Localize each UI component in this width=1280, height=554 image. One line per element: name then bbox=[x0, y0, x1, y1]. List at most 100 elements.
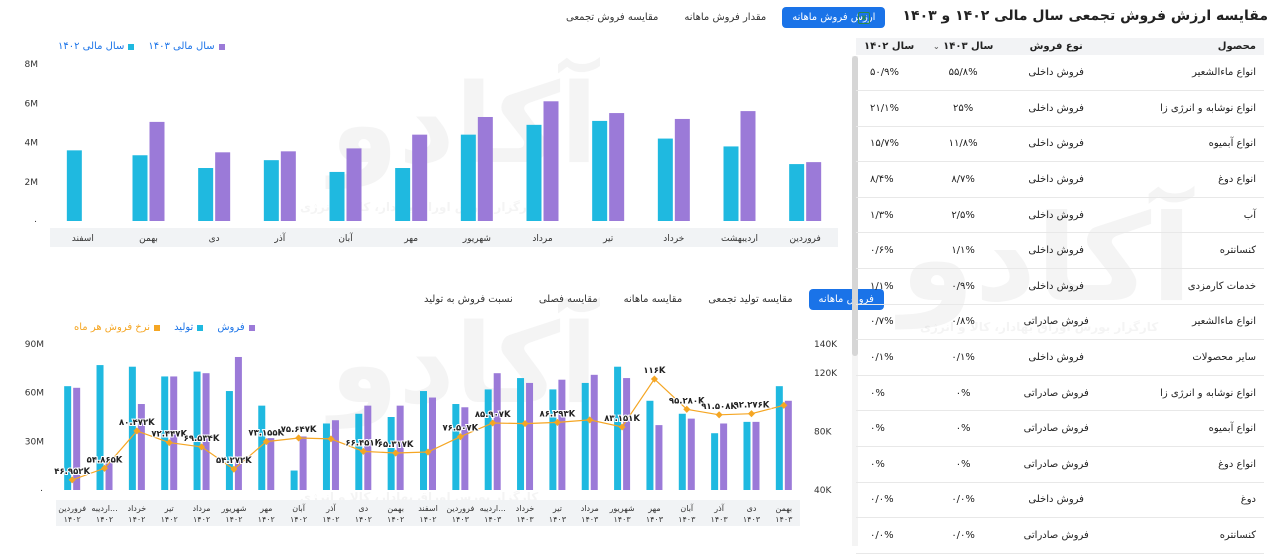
bar-1402 bbox=[526, 124, 542, 221]
legend-item[interactable]: نرخ فروش هر ماه bbox=[74, 322, 161, 333]
tab-monthly-compare[interactable]: مقایسه ماهانه bbox=[623, 294, 683, 305]
cell-product: انواع ماءالشعیر bbox=[1110, 55, 1264, 92]
table-row[interactable]: آب فروش داخلی ۲/۵% ۱/۳% bbox=[856, 197, 1264, 234]
table-row[interactable]: دوغ فروش داخلی ۰/۰% ۰/۰% bbox=[856, 482, 1264, 519]
bar-production bbox=[420, 391, 427, 490]
cell-year-1403: ۲۵% bbox=[923, 90, 1003, 127]
cell-year-1403: ۰/۰% bbox=[923, 482, 1003, 519]
bar-1403 bbox=[674, 118, 690, 221]
cell-product: آب bbox=[1110, 197, 1264, 234]
tab-cumulative-production-compare[interactable]: مقایسه تولید تجمعی bbox=[708, 294, 793, 305]
table-row[interactable]: انواع نوشابه و انرژی زا فروش داخلی ۲۵% ۲۱/۱… bbox=[856, 90, 1264, 127]
cell-year-1403: ۰% bbox=[923, 375, 1003, 412]
legend-item[interactable]: تولید bbox=[174, 322, 204, 333]
table-header-row: محصول نوع فروش سال ۱۴۰۳ ⌄ سال ۱۴۰۲ bbox=[856, 38, 1264, 55]
tab-seasonal-compare[interactable]: مقایسه فصلی bbox=[538, 294, 598, 305]
cell-product: خدمات کارمزدی bbox=[1110, 268, 1264, 305]
sales-rate-point bbox=[618, 423, 626, 431]
bar-sales bbox=[558, 379, 566, 490]
cell-year-1402: ۰% bbox=[856, 375, 924, 412]
x-tick-label-year: ۱۴۰۳ bbox=[711, 515, 729, 524]
x-tick-label: تیر bbox=[602, 234, 614, 244]
bar-1402 bbox=[198, 168, 214, 221]
x-tick-label-year: ۱۴۰۲ bbox=[225, 515, 242, 524]
x-tick-label-year: ۱۴۰۲ bbox=[258, 515, 275, 524]
x-tick-label-year: ۱۴۰۳ bbox=[678, 515, 696, 524]
table-row[interactable]: سایر محصولات فروش داخلی ۰/۱% ۰/۱% bbox=[856, 339, 1264, 376]
bar-production bbox=[646, 400, 654, 490]
table-row[interactable]: انواع آبمیوه فروش داخلی ۱۱/۸% ۱۵/۷% bbox=[856, 126, 1264, 163]
x-tick-label-month: شهریور bbox=[220, 504, 246, 513]
cell-sale-type: فروش صادراتی bbox=[1002, 304, 1111, 341]
excel-icon[interactable]: x bbox=[858, 12, 870, 24]
table-row[interactable]: خدمات کارمزدی فروش داخلی ۰/۹% ۱/۱% bbox=[856, 268, 1264, 305]
x-tick-label-month: مرداد bbox=[193, 504, 211, 513]
bar-production bbox=[614, 366, 622, 490]
legend-label: تولید bbox=[174, 322, 194, 333]
cell-product: انواع نوشابه و انرژی زا bbox=[1110, 90, 1264, 127]
chevron-down-icon[interactable]: ⌄ bbox=[932, 42, 940, 51]
bar-1403 bbox=[806, 162, 822, 221]
table-row[interactable]: انواع دوغ فروش داخلی ۸/۷% ۸/۴% bbox=[856, 161, 1264, 198]
x-tick-label-year: ۱۴۰۲ bbox=[64, 515, 81, 524]
y-left-tick-label: 90M bbox=[25, 340, 44, 350]
column-header-year-1403[interactable]: سال ۱۴۰۳ ⌄ bbox=[923, 38, 1003, 55]
monthly-sales-production-chart: ۰ 30M 60M 90M 40K 80K 120K 140K فروردین ۱۴۰۲ اردیب… bbox=[25, 340, 838, 526]
legend-item[interactable]: فروش bbox=[217, 322, 255, 333]
sales-rate-data-label: ۶۶.۴۵۱K bbox=[345, 438, 381, 448]
bar-1403 bbox=[346, 148, 362, 221]
sales-rate-point bbox=[262, 438, 270, 446]
table-row[interactable]: انواع دوغ فروش صادراتی ۰% ۰% bbox=[856, 446, 1264, 483]
cell-product: انواع آبمیوه bbox=[1110, 410, 1264, 448]
sales-rate-point bbox=[198, 443, 206, 451]
y-tick-label: ۰ bbox=[33, 217, 38, 227]
sales-rate-data-label: ۷۳.۱۵۵K bbox=[248, 429, 284, 439]
cell-year-1402: ۰/۶% bbox=[856, 232, 924, 270]
x-tick-label-month: دی bbox=[747, 504, 757, 513]
sales-rate-data-label: ۸۵.۹۰۷K bbox=[475, 410, 511, 420]
sales-rate-point bbox=[521, 420, 529, 428]
table-row[interactable]: کنسانتره فروش صادراتی ۰/۰% ۰/۰% bbox=[856, 517, 1264, 554]
cell-sale-type: فروش صادراتی bbox=[1002, 517, 1111, 554]
cell-sale-type: فروش صادراتی bbox=[1002, 446, 1111, 483]
table-row[interactable]: انواع نوشابه و انرژی زا فروش صادراتی ۰% ۰% bbox=[856, 375, 1264, 412]
bar-sales bbox=[784, 400, 792, 490]
table-title: مقایسه ارزش فروش تجمعی سال مالی ۱۴۰۲ و ۱… bbox=[902, 8, 1268, 24]
x-axis-band bbox=[50, 228, 838, 247]
sales-rate-point bbox=[230, 465, 238, 473]
cell-sale-type: فروش داخلی bbox=[1002, 55, 1111, 92]
tab-cumulative-sales-compare[interactable]: مقایسه فروش تجمعی bbox=[566, 12, 659, 23]
bar-1402 bbox=[657, 138, 673, 221]
tab-monthly-sales-quantity[interactable]: مقدار فروش ماهانه bbox=[684, 12, 767, 23]
tab-sales-to-production-ratio[interactable]: نسبت فروش به تولید bbox=[424, 294, 513, 305]
table-row[interactable]: انواع ماءالشعیر فروش صادراتی ۰/۸% ۰/۷% bbox=[856, 304, 1264, 341]
bar-production bbox=[711, 433, 719, 490]
y-left-tick-label: 60M bbox=[25, 389, 44, 399]
column-header-sale-type[interactable]: نوع فروش bbox=[1002, 38, 1111, 55]
column-header-product[interactable]: محصول bbox=[1110, 38, 1264, 55]
cell-year-1403: ۱۱/۸% bbox=[923, 126, 1003, 163]
bar-sales bbox=[623, 378, 631, 490]
x-tick-label-month: اردیبه... bbox=[480, 504, 506, 513]
bar-1403 bbox=[412, 134, 428, 221]
x-tick-label-month: فروردین bbox=[446, 504, 474, 513]
x-tick-label: اسفند bbox=[72, 234, 94, 244]
sales-rate-data-label: ۷۲.۴۴۷K bbox=[151, 430, 187, 440]
x-tick-label-year: ۱۴۰۳ bbox=[613, 515, 631, 524]
bar-production bbox=[258, 405, 266, 490]
x-tick-label-month: تیر bbox=[552, 504, 562, 513]
bar-1402 bbox=[592, 120, 608, 221]
cell-product: انواع دوغ bbox=[1110, 161, 1264, 198]
column-header-year-1402[interactable]: سال ۱۴۰۲ bbox=[856, 38, 924, 55]
cell-sale-type: فروش داخلی bbox=[1002, 482, 1111, 519]
legend-item[interactable]: سال مالی ۱۴۰۲ bbox=[58, 41, 135, 52]
bar-1402 bbox=[395, 168, 411, 221]
cell-year-1402: ۱/۱% bbox=[856, 268, 924, 305]
legend-item[interactable]: سال مالی ۱۴۰۳ bbox=[148, 41, 225, 52]
table-row[interactable]: انواع آبمیوه فروش صادراتی ۰% ۰% bbox=[856, 410, 1264, 448]
table-row[interactable]: انواع ماءالشعیر فروش داخلی ۵۵/۸% ۵۰/۹% bbox=[856, 55, 1264, 92]
table-scrollbar-thumb[interactable] bbox=[852, 56, 858, 356]
table-row[interactable]: کنسانتره فروش داخلی ۱/۱% ۰/۶% bbox=[856, 232, 1264, 270]
x-tick-label-month: اسفند bbox=[418, 504, 438, 513]
x-tick-label-year: ۱۴۰۳ bbox=[775, 515, 793, 524]
